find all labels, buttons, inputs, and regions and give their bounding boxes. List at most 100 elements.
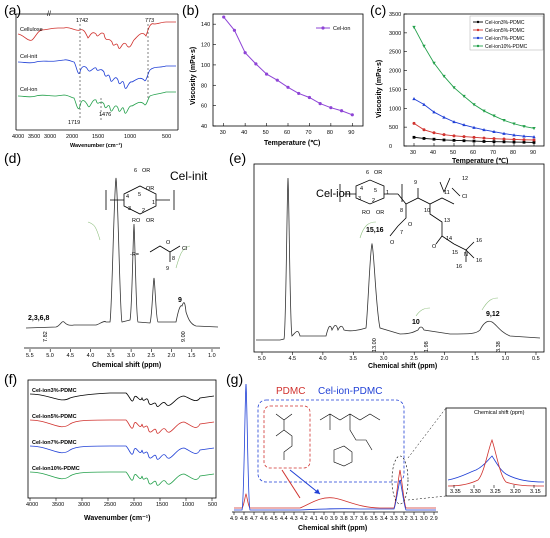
svg-text:8: 8 — [400, 208, 403, 214]
panel-d-title: Cel-init — [170, 169, 208, 183]
svg-text:12: 12 — [462, 176, 468, 182]
svg-text:O: O — [166, 240, 171, 246]
panel-a-xtick-2: 3000 — [44, 134, 56, 140]
panel-d-structure — [105, 185, 181, 262]
svg-text:OR: OR — [374, 170, 382, 176]
panel-g-x-tick-label: 3.5 — [370, 516, 378, 522]
panel-b-data-point — [232, 28, 237, 32]
panel-g-x-tick-label: 4.6 — [260, 516, 268, 522]
panel-g-x-tick-label: 4.1 — [310, 516, 318, 522]
panel-c-ytick-label: 500 — [389, 125, 398, 131]
panel-g-structures — [275, 413, 381, 467]
panel-f-x-tick-label: 500 — [208, 502, 217, 508]
panel-a-break-mark: // — [47, 11, 51, 18]
svg-text:N: N — [464, 252, 468, 258]
panel-e-x-tick-label: 3.0 — [380, 356, 388, 362]
svg-text:8: 8 — [172, 256, 175, 262]
panel-e: (e) Cel-ion 15,16 10 9,12 13.00 1.98 3.3… — [229, 150, 545, 370]
panel-c-legend-label: Cel-ion3%-PDMC — [485, 20, 525, 26]
panel-g-x-tick-label: 4.5 — [270, 516, 278, 522]
svg-text:3: 3 — [128, 206, 131, 212]
panel-f-label-5pct: Cel-ion5%-PDMC — [32, 414, 77, 420]
svg-text:16: 16 — [476, 258, 482, 264]
panel-a-xlabel: Wavenumber (cm⁻¹) — [70, 142, 122, 149]
panel-g-x-tick-label: 4.7 — [250, 516, 258, 522]
panel-c-data-point — [532, 135, 536, 139]
panel-c-ytick-label: 1500 — [389, 87, 401, 93]
panel-e-integral-1300: 13.00 — [372, 338, 378, 352]
panel-b-data-point — [264, 72, 269, 76]
panel-c-data-point — [442, 133, 446, 137]
panel-c-data-point — [522, 140, 526, 144]
panel-c-data-point — [422, 102, 426, 106]
panel-g-inset-xlabel: Chemical shift (ppm) — [474, 410, 525, 416]
panel-b-data-point — [275, 78, 279, 82]
panel-b-data-point — [222, 15, 226, 19]
panel-b-data-point — [254, 62, 258, 66]
panel-d-xlabel: Chemical shift (ppm) — [92, 362, 161, 369]
panel-b-legend-marker — [321, 26, 325, 30]
svg-text:OR: OR — [146, 186, 154, 192]
panel-g-x-tick-label: 3.9 — [330, 516, 338, 522]
panel-e-x-tick-label: 1.0 — [502, 356, 510, 362]
panel-g-arrow-blue-head — [314, 489, 320, 494]
panel-g-arrow-red — [281, 469, 301, 499]
panel-c-data-point — [452, 120, 456, 124]
svg-text:10: 10 — [424, 208, 430, 214]
panel-f-curve-10pct — [29, 471, 215, 486]
panel-e-peak-label-10: 10 — [412, 319, 420, 326]
panel-b-ytick-label: 120 — [201, 43, 210, 49]
panel-c-data-point — [452, 86, 456, 90]
panel-c-letter: (c) — [370, 2, 386, 18]
panel-f-x-tick-label: 3000 — [78, 502, 90, 508]
svg-text:-R=: -R= — [130, 252, 139, 258]
panel-b-data-point — [350, 113, 354, 117]
panel-d-x-tick-label: 5.0 — [46, 353, 54, 359]
panel-c-data-point — [472, 125, 476, 129]
panel-a-xtick-6: 500 — [162, 134, 171, 140]
panel-d-x-tick-label: 3.5 — [107, 353, 115, 359]
panel-b-xtick-label: 60 — [284, 130, 290, 136]
panel-c-legend-marker — [476, 36, 480, 40]
panel-c-xtick-label: 50 — [450, 150, 456, 156]
panel-g-x-tick-label: 3.3 — [390, 516, 398, 522]
panel-g-x-tick-label: 4.8 — [240, 516, 248, 522]
panel-g-spectrum-celion — [234, 383, 436, 511]
panel-b-xtick-label: 30 — [220, 130, 226, 136]
panel-d-letter: (d) — [4, 150, 21, 166]
svg-text:Cl: Cl — [462, 194, 467, 200]
panel-g-inset-x-tick-label: 3.20 — [510, 489, 521, 495]
panel-g-inset-frame — [445, 407, 547, 497]
panel-d-x-tick-label: 4.0 — [87, 353, 95, 359]
panel-c-data-point — [512, 140, 516, 144]
svg-text:4: 4 — [126, 194, 129, 200]
panel-g-legend-pdmc: PDMC — [276, 386, 305, 397]
panel-c-ytick-label: 2500 — [389, 50, 401, 56]
panel-b-ytick-label: 60 — [201, 104, 207, 110]
svg-text:OR: OR — [376, 210, 384, 216]
panel-c-data-point — [532, 138, 536, 142]
panel-c-xtick-label: 70 — [490, 150, 496, 156]
panel-g-x-tick-label: 3.6 — [360, 516, 368, 522]
panel-a: (a) // Cellulose Cel-init Cel-ion 1742 7… — [4, 2, 179, 149]
panel-f-x-tick-label: 2500 — [104, 502, 116, 508]
panel-g-inset-x-tick-label: 3.30 — [470, 489, 481, 495]
panel-b-ytick-label: 40 — [201, 124, 207, 130]
panel-b-data-point — [339, 109, 344, 113]
panel-c-data-point — [482, 109, 486, 113]
panel-a-cellulose-curve — [17, 21, 176, 49]
panel-c-data-point — [462, 123, 466, 127]
panel-c-data-point — [452, 138, 456, 142]
panel-f-frame — [27, 379, 217, 499]
panel-c-xtick-label: 80 — [510, 150, 516, 156]
panel-e-spectrum — [256, 177, 541, 341]
panel-c-data-point — [522, 138, 526, 142]
panel-e-xticks: 5.0 4.5 4.0 3.5 3.0 2.5 2.0 1.5 1.0 0.5 — [258, 352, 540, 362]
panel-c-series — [412, 25, 536, 144]
panel-d-x-tick-label: 2.0 — [168, 353, 176, 359]
panel-c-data-point — [462, 139, 466, 143]
panel-c-legend-marker — [476, 44, 480, 48]
panel-g-inset-celion — [447, 455, 545, 483]
panel-e-x-tick-label: 4.0 — [319, 356, 327, 362]
panel-g-xlabel: Chemical shift (ppm) — [298, 525, 367, 532]
